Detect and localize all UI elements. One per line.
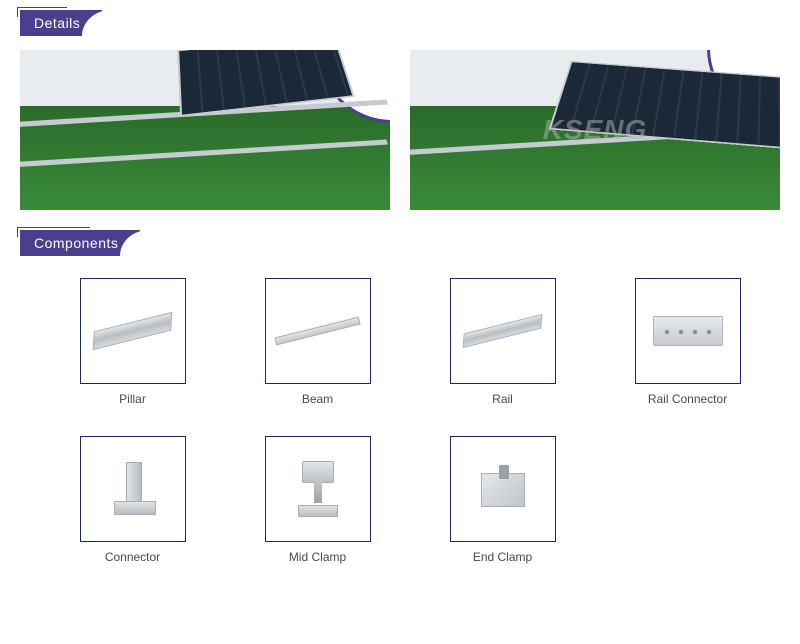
component-label: Rail — [492, 392, 513, 406]
component-label: Mid Clamp — [289, 550, 346, 564]
component-label: Connector — [105, 550, 160, 564]
component-thumb — [265, 278, 371, 384]
part-illustration — [274, 317, 361, 346]
part-illustration — [108, 462, 158, 517]
component-thumb — [80, 436, 186, 542]
component-rail-connector: Rail Connector — [625, 278, 750, 406]
components-tag-label: Components — [20, 230, 140, 256]
component-thumb — [265, 436, 371, 542]
components-section-tag: Components — [20, 230, 140, 256]
components-grid: Pillar Beam Rail Rail Connector Connecto… — [20, 278, 780, 564]
detail-image-left — [20, 50, 390, 210]
detail-image-right: KSENG — [410, 50, 780, 210]
part-illustration — [463, 314, 543, 348]
component-end-clamp: End Clamp — [440, 436, 565, 564]
part-illustration — [92, 312, 172, 351]
part-illustration — [477, 463, 529, 515]
component-label: Beam — [302, 392, 333, 406]
component-rail: Rail — [440, 278, 565, 406]
component-mid-clamp: Mid Clamp — [255, 436, 380, 564]
component-thumb — [635, 278, 741, 384]
component-thumb — [80, 278, 186, 384]
component-label: Rail Connector — [648, 392, 727, 406]
part-illustration — [295, 461, 341, 517]
component-label: End Clamp — [473, 550, 532, 564]
part-illustration — [653, 316, 723, 346]
component-label: Pillar — [119, 392, 146, 406]
component-pillar: Pillar — [70, 278, 195, 406]
watermark-text: KSENG — [543, 114, 648, 146]
component-thumb — [450, 278, 556, 384]
details-tag-label: Details — [20, 10, 102, 36]
details-image-row: KSENG — [20, 50, 780, 210]
component-beam: Beam — [255, 278, 380, 406]
beam-illustration — [20, 139, 388, 167]
details-section-tag: Details — [20, 10, 102, 36]
component-connector: Connector — [70, 436, 195, 564]
component-thumb — [450, 436, 556, 542]
